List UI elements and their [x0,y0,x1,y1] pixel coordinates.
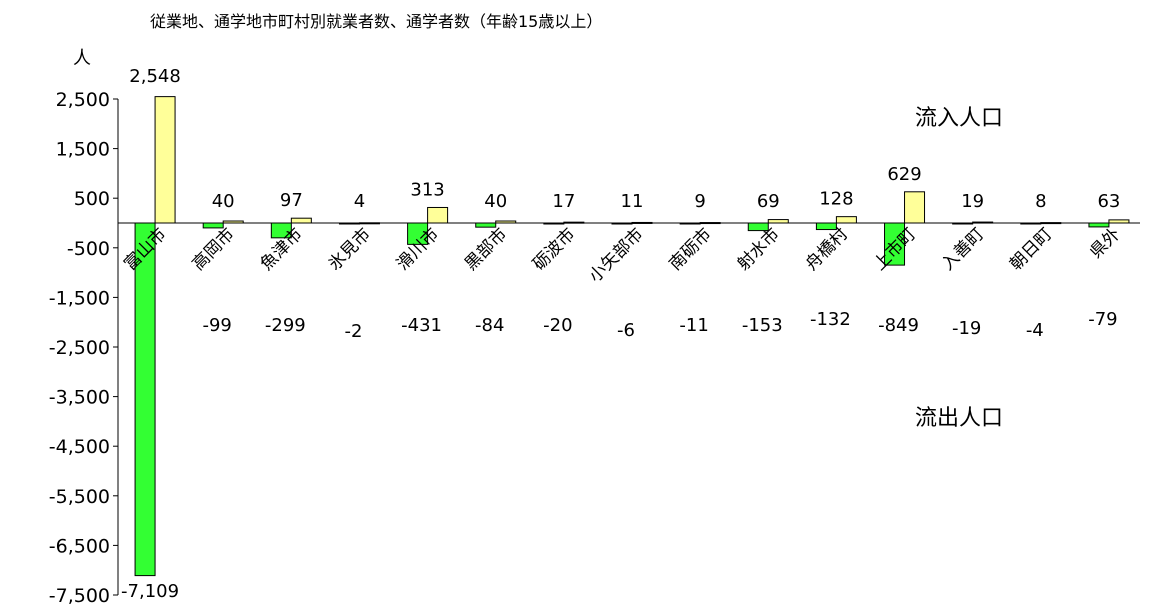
chart-title: 従業地、通学地市町村別就業者数、通学者数（年齢15歳以上） [150,12,602,31]
data-label-inflow: 69 [757,191,780,212]
data-label-inflow: 40 [212,191,235,212]
y-tick-label: -3,500 [49,387,110,409]
category-label: 高岡市 [189,224,239,274]
data-label-outflow: -7,109 [121,581,179,602]
bar-outflow [1088,222,1110,228]
y-tick-label: -5,500 [49,486,110,508]
data-label-inflow: 40 [484,191,507,212]
y-tick-label: -4,500 [49,436,110,458]
data-label-outflow: -79 [1088,309,1117,330]
data-label-outflow: -99 [202,315,231,336]
data-label-inflow: 97 [280,190,303,211]
bar-inflow [154,96,176,224]
data-label-inflow: 128 [819,189,853,210]
data-label-outflow: -4 [1026,320,1044,341]
bar-outflow [134,222,156,577]
data-label-outflow: -19 [952,318,981,339]
y-tick-label: -500 [67,238,110,260]
category-label: 射水市 [734,224,784,274]
bar-inflow [767,219,789,224]
bar-inflow [904,191,926,224]
category-label: 舟橋村 [802,224,852,274]
data-label-outflow: -153 [742,315,783,336]
category-label: 南砺市 [665,224,715,274]
data-label-outflow: -6 [617,320,635,341]
bar-outflow [475,222,497,228]
category-label: 砺波市 [529,224,579,274]
bar-inflow [290,217,312,224]
bar-outflow [202,222,224,229]
data-label-outflow: -299 [265,315,306,336]
data-label-outflow: -20 [543,315,572,336]
data-label-outflow: -11 [679,315,708,336]
bar-inflow [835,216,857,224]
data-label-inflow: 4 [354,191,365,212]
data-label-outflow: -849 [878,315,919,336]
y-axis: 2,500 1,500 500 -500 -1,500 -2,500 -3,500 -4,50… [49,89,119,605]
annotation-inflow: 流入人口 [915,106,1003,131]
category-label: 朝日町 [1006,224,1056,274]
annotation-outflow: 流出人口 [915,406,1003,431]
data-label-inflow: 2,548 [129,66,181,87]
data-label-inflow: 19 [961,191,984,212]
y-tick-label: -6,500 [49,535,110,557]
data-label-inflow: 17 [552,191,575,212]
category-label: 氷見市 [325,224,375,274]
y-tick-label: -7,500 [49,585,110,605]
y-tick-label: 2,500 [56,89,110,111]
category-label: 小矢部市 [585,224,647,286]
category-label: 黒部市 [461,224,511,274]
category-label: 入善町 [938,224,988,274]
data-labels: 2,548 -7,109 40 -99 97 -299 4 -2 313 -431 40 -84 17 -… [121,66,1120,602]
y-axis-unit: 人 [73,48,91,69]
data-label-outflow: -132 [810,309,851,330]
y-tick-label: -2,500 [49,337,110,359]
bars [134,96,1130,577]
data-label-inflow: 63 [1097,191,1120,212]
data-label-outflow: -431 [401,315,442,336]
data-label-inflow: 8 [1035,191,1046,212]
data-label-inflow: 11 [621,191,644,212]
y-tick-label: -1,500 [49,287,110,309]
y-tick-label: 1,500 [56,139,110,161]
data-label-outflow: -2 [344,321,362,342]
data-label-inflow: 313 [410,179,444,200]
data-label-outflow: -84 [475,315,504,336]
data-label-inflow: 9 [694,191,705,212]
category-label: 県外 [1086,224,1124,262]
y-tick-label: 500 [74,188,110,210]
bar-inflow [427,206,449,224]
data-label-inflow: 629 [887,164,921,185]
